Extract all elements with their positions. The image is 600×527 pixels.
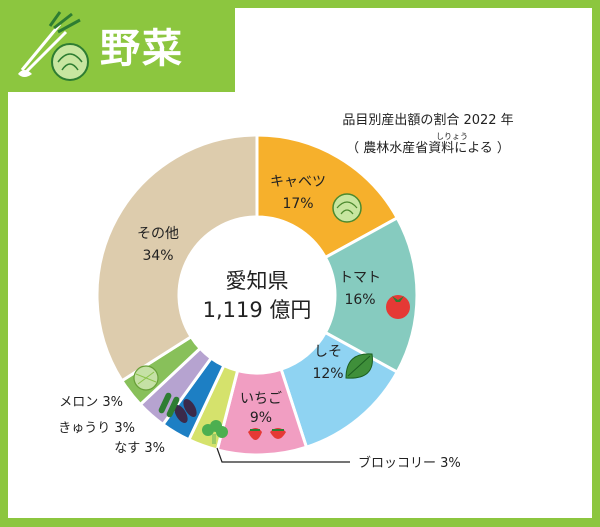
slice-name-label: しそ bbox=[314, 344, 342, 360]
slice-outside-label: ブロッコリー 3% bbox=[358, 455, 461, 471]
center-value: 1,119 億円 bbox=[203, 298, 312, 322]
eggplant-icon bbox=[174, 398, 197, 424]
slice-outside-label: なす 3% bbox=[114, 441, 165, 456]
broccoli-leader-line bbox=[216, 447, 350, 463]
melon-icon bbox=[133, 365, 159, 391]
slice-outside-label: きゅうり 3% bbox=[58, 421, 135, 436]
shiso-leaf-icon bbox=[345, 353, 373, 379]
caption-line2: （ 農林水産省資料による ） bbox=[346, 140, 510, 156]
title-tab: 野菜 bbox=[0, 0, 235, 92]
donut-hole bbox=[179, 217, 335, 373]
strawberry-icon bbox=[248, 428, 286, 440]
broccoli-icon bbox=[202, 420, 228, 444]
slice-value-label: 12% bbox=[312, 366, 343, 382]
header-background bbox=[235, 8, 592, 92]
slice-value-label: 9% bbox=[250, 410, 272, 426]
slice-value-label: 17% bbox=[282, 196, 313, 212]
slice-outside-label: メロン 3% bbox=[59, 395, 123, 410]
caption-line1: 品目別産出額の割合 2022 年 bbox=[342, 112, 513, 128]
cucumber-icon bbox=[158, 392, 180, 418]
slice-value-label: 34% bbox=[142, 248, 173, 264]
slice-name-label: トマト bbox=[339, 270, 381, 286]
slice-name-label: キャベツ bbox=[270, 174, 326, 190]
cabbage-icon bbox=[332, 193, 362, 223]
slice-name-label: その他 bbox=[137, 226, 179, 242]
tomato-icon bbox=[386, 295, 410, 319]
slice-name-label: いちご bbox=[240, 391, 282, 407]
center-label: 愛知県 bbox=[226, 269, 289, 293]
vegetables-icon bbox=[18, 11, 89, 81]
caption-ruby: しりょう bbox=[436, 132, 468, 141]
page-title: 野菜 bbox=[100, 26, 184, 72]
slice-value-label: 16% bbox=[344, 292, 375, 308]
